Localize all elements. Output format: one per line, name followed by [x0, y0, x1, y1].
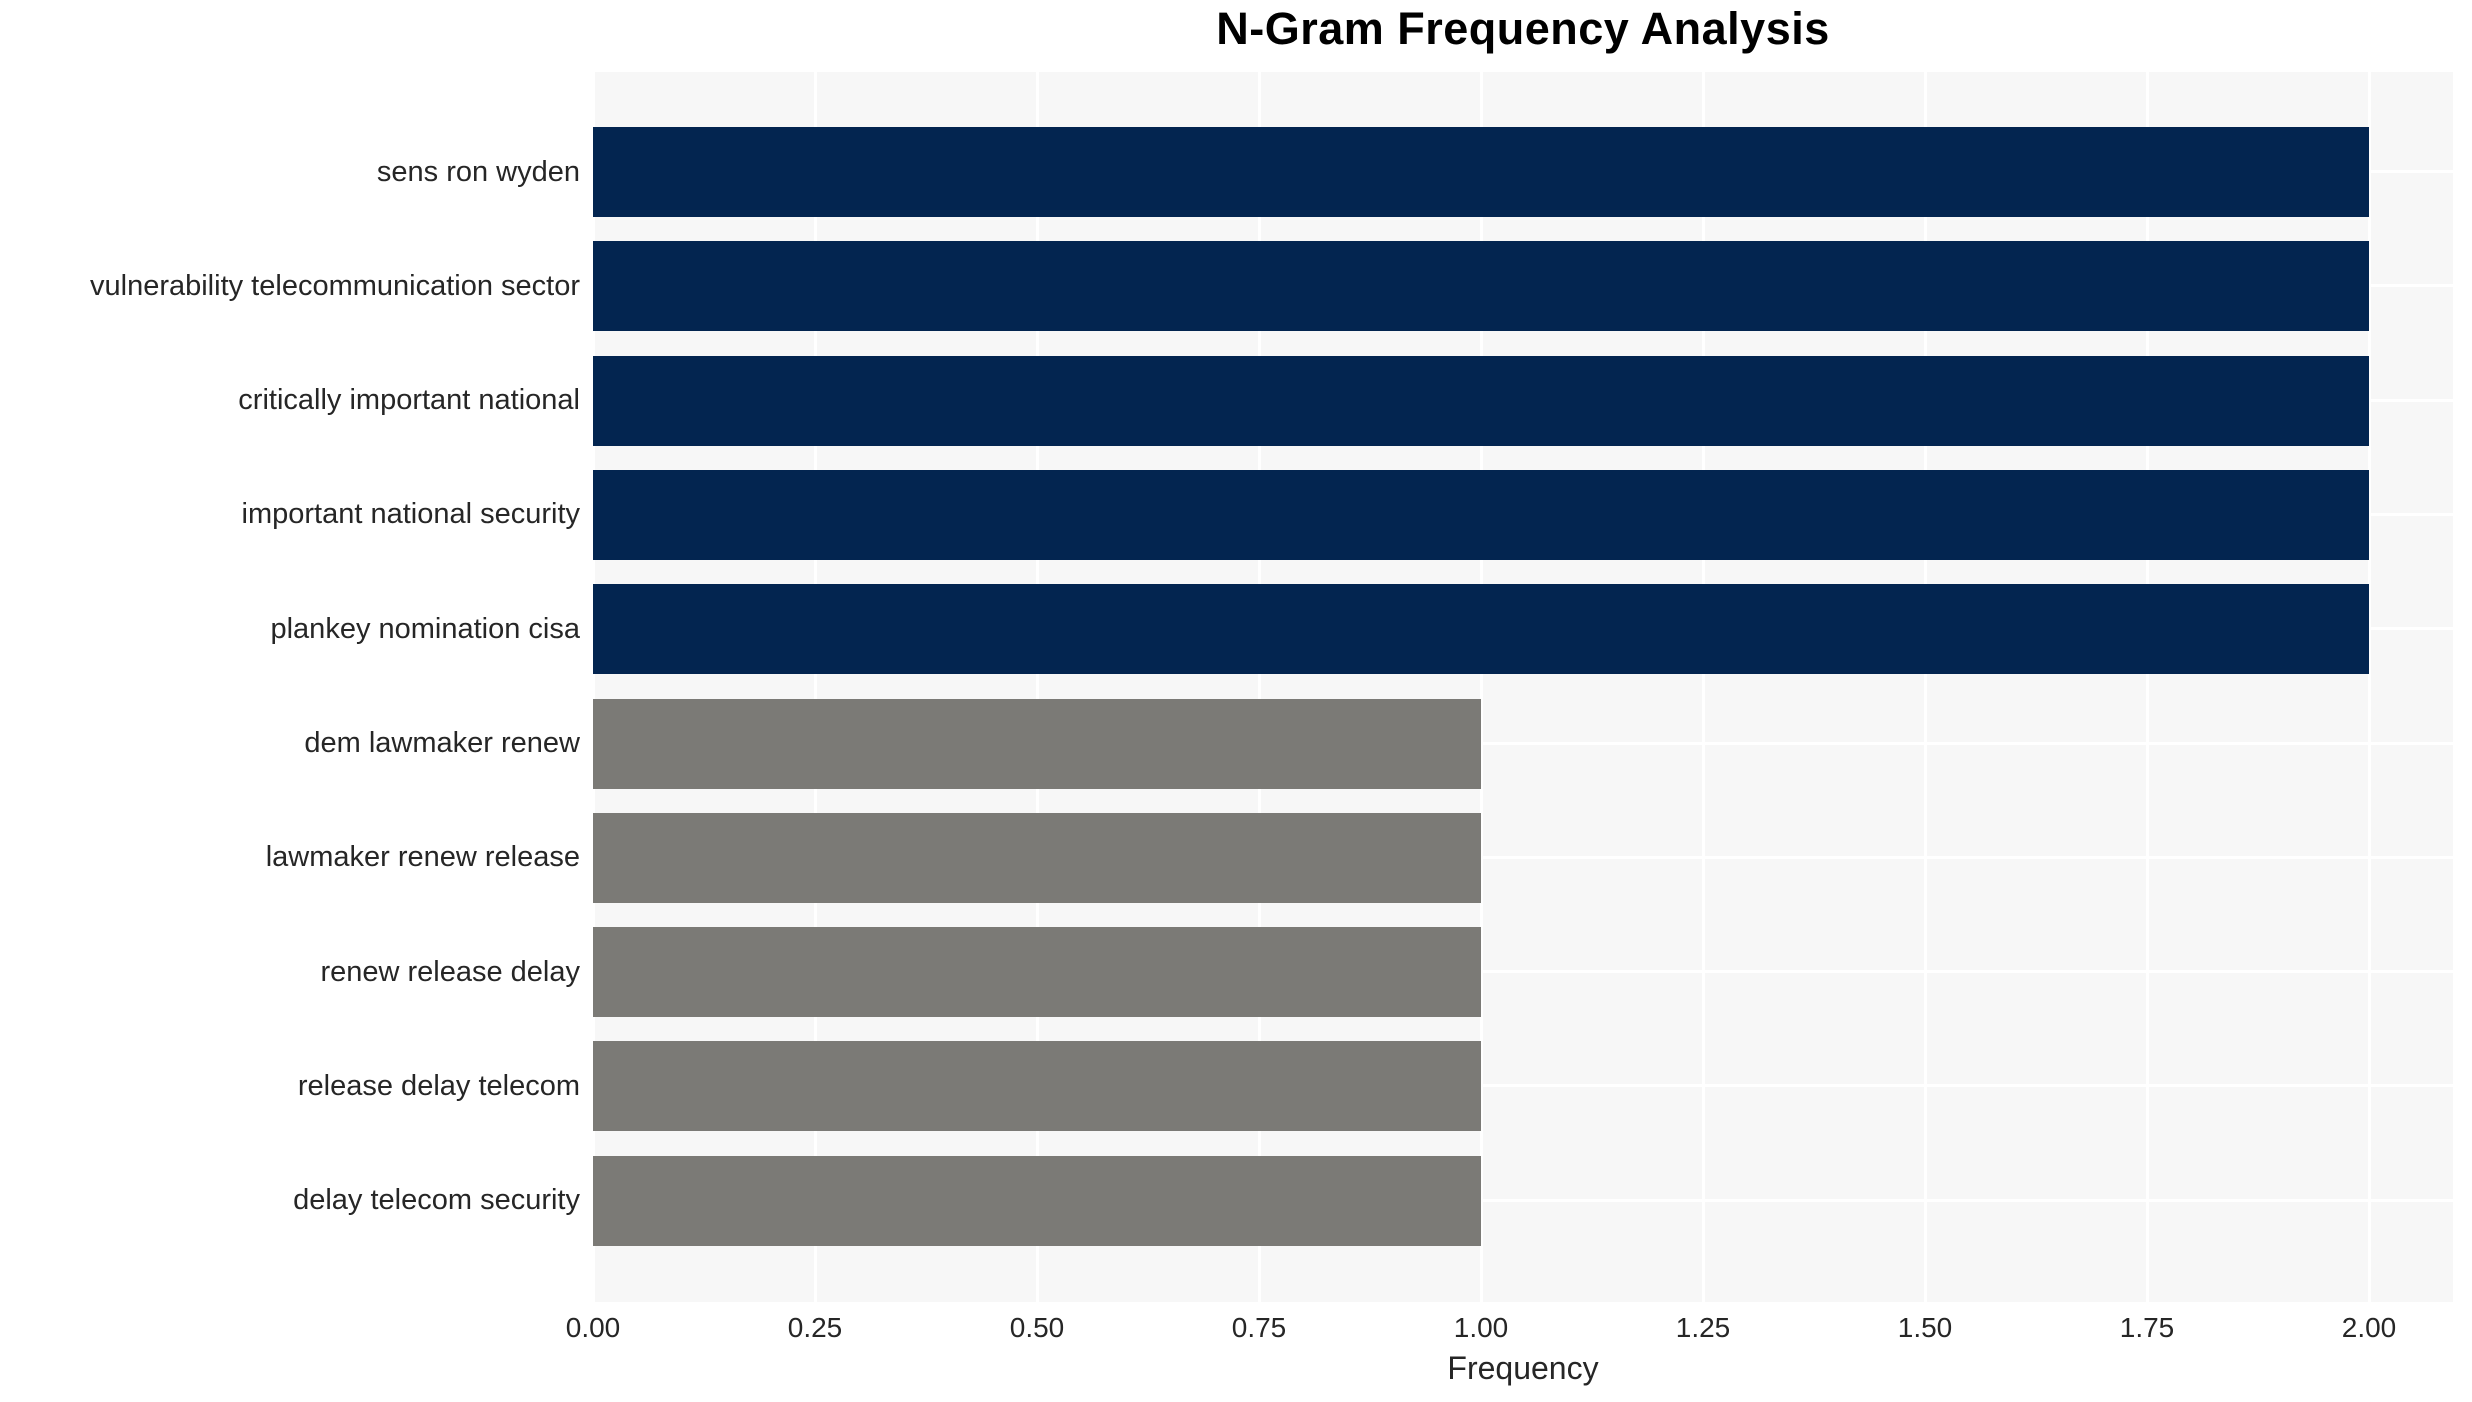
x-tick-label: 0.50: [1009, 1312, 1065, 1343]
x-tick-label: 2.00: [2341, 1312, 2397, 1343]
y-axis-label: plankey nomination cisa: [270, 612, 580, 645]
bar: [593, 584, 2369, 675]
x-tick-label: 1.00: [1453, 1312, 1509, 1343]
x-tick-label: 1.25: [1675, 1312, 1731, 1343]
gridline-vertical: [1923, 72, 1927, 1302]
x-axis-label: Frequency: [1447, 1350, 1599, 1386]
gridline-vertical: [1479, 72, 1483, 1302]
gridline-vertical: [591, 72, 595, 1302]
gridline-horizontal: [593, 1084, 2453, 1088]
x-tick-label: 1.50: [1897, 1312, 1953, 1343]
bar: [593, 469, 2369, 560]
plot-area: [591, 72, 2453, 1302]
bar: [593, 927, 1481, 1018]
gridline-horizontal: [593, 1198, 2453, 1202]
bar: [593, 127, 2369, 217]
chart-title: N-Gram Frequency Analysis: [1216, 3, 1830, 54]
gridline-horizontal: [593, 855, 2453, 859]
gridline-vertical: [2145, 72, 2149, 1302]
bar: [593, 1155, 1481, 1246]
y-axis-label: delay telecom security: [293, 1184, 580, 1217]
gridline-vertical: [2367, 72, 2371, 1302]
y-axis-label: renew release delay: [320, 955, 580, 988]
y-axis-label: sens ron wyden: [376, 155, 580, 188]
x-tick-label: 1.75: [2119, 1312, 2175, 1343]
bar: [593, 1041, 1481, 1132]
x-tick-label: 0.75: [1231, 1312, 1287, 1343]
gridline-vertical: [1257, 72, 1261, 1302]
x-tick-label: 0.25: [787, 1312, 843, 1343]
bar: [593, 241, 2369, 332]
x-tick-label: 0.00: [565, 1312, 621, 1343]
bar: [593, 698, 1481, 789]
gridline-horizontal: [593, 970, 2453, 974]
y-axis-label: dem lawmaker renew: [304, 727, 580, 759]
gridline-vertical: [1701, 72, 1705, 1302]
gridline-horizontal: [593, 741, 2453, 745]
y-axis-label: critically important national: [238, 384, 580, 417]
gridline-vertical: [1035, 72, 1039, 1302]
bar: [593, 812, 1481, 903]
y-axis-label: vulnerability telecommunication sector: [90, 269, 580, 302]
bar: [593, 355, 2369, 446]
gridline-vertical: [813, 72, 817, 1302]
y-axis-label: important national security: [241, 498, 581, 531]
y-axis-label: lawmaker renew release: [265, 841, 580, 874]
y-axis-label: release delay telecom: [297, 1069, 580, 1102]
